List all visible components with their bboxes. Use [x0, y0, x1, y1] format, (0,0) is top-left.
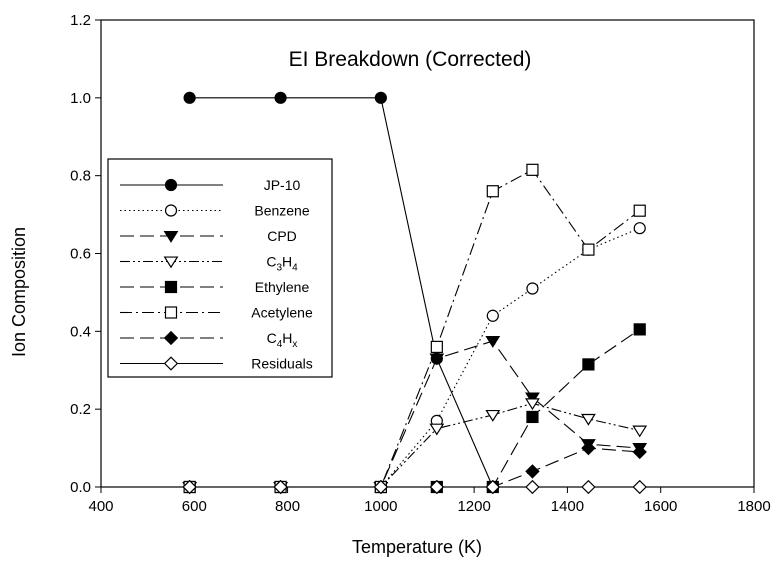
legend-label: Residuals: [251, 356, 312, 372]
data-point-residuals: [273, 479, 288, 495]
y-tick-label: 0.6: [70, 246, 91, 263]
x-tick-label: 1800: [737, 498, 770, 515]
data-point-cpd: [485, 336, 501, 348]
series-line-c3h4: [189, 402, 640, 488]
legend-entry-benzene: Benzene: [120, 203, 310, 219]
x-tick-label: 1600: [644, 498, 677, 515]
data-point-residuals: [182, 479, 197, 495]
x-tick-label: 1000: [364, 498, 397, 515]
legend-label: Benzene: [254, 203, 309, 219]
legend-swatch-marker: [164, 280, 178, 294]
data-point-c4hx: [525, 464, 540, 479]
data-point-ethylene: [526, 410, 539, 424]
series-line-acetylene: [189, 169, 641, 488]
y-tick-label: 0.0: [70, 479, 91, 496]
data-point-ethylene: [633, 323, 646, 336]
data-point-c3h4: [485, 409, 501, 422]
data-point-acetylene: [582, 243, 595, 256]
data-point-benzene: [633, 222, 646, 235]
legend-entry-jp-10: JP-10: [120, 177, 300, 193]
legend-swatch-marker: [164, 204, 178, 217]
y-tick-label: 0.2: [70, 401, 91, 418]
data-point-acetylene: [633, 204, 646, 217]
x-axis: 400 600 800 1000 1200 1400 1600 1800: [88, 487, 771, 515]
legend-label: C3H4: [266, 254, 298, 274]
data-point-ethylene: [582, 358, 595, 371]
legend-box: [107, 158, 333, 378]
y-tick-label: 1.2: [70, 12, 91, 29]
x-tick-label: 600: [182, 498, 207, 515]
legend-entry-residuals: Residuals: [120, 356, 313, 372]
data-point-jp-10: [374, 91, 387, 104]
data-point-c3h4: [429, 423, 445, 436]
series-c3h4: [182, 398, 648, 494]
data-point-c4hx: [581, 440, 596, 456]
x-axis-title: Temperature (K): [352, 537, 482, 557]
data-point-jp-10: [183, 91, 196, 104]
legend-swatch-marker: [163, 356, 179, 371]
data-point-cpd: [429, 353, 445, 366]
data-point-jp-10: [274, 91, 287, 104]
y-tick-label: 0.4: [70, 323, 91, 340]
x-tick-label: 1200: [457, 498, 490, 515]
series-residuals: [182, 479, 647, 495]
chart-title: EI Breakdown (Corrected): [289, 48, 532, 71]
series-c4hx: [182, 440, 647, 495]
y-axis: 0.0 0.2 0.4 0.6 0.8 1.0 1.2: [70, 12, 101, 496]
y-tick-label: 1.0: [70, 90, 91, 107]
data-point-acetylene: [486, 185, 499, 198]
x-tick-label: 800: [275, 498, 300, 515]
legend-swatch-marker: [164, 178, 178, 192]
data-point-c4hx: [632, 444, 647, 460]
legend-label: Acetylene: [251, 305, 313, 321]
legend-swatch-marker: [163, 256, 179, 269]
data-point-acetylene: [526, 163, 539, 176]
legend-swatch-marker: [163, 230, 179, 243]
legend-entry-c4hx: C4Hx: [120, 330, 297, 350]
legend-entry-acetylene: Acetylene: [120, 305, 313, 321]
legend-entry-c3h4: C3H4: [120, 254, 298, 274]
legend-entry-cpd: CPD: [120, 228, 297, 244]
legend: JP-10 Benzene CPD C3H4 Ethylene Acetylene C4Hx…: [107, 158, 333, 378]
data-point-benzene: [526, 282, 539, 295]
y-tick-label: 0.8: [70, 168, 91, 185]
data-point-residuals: [632, 479, 647, 495]
legend-label: C4Hx: [267, 330, 298, 350]
legend-label: Ethylene: [255, 279, 310, 295]
data-point-c3h4: [581, 413, 596, 426]
data-point-residuals: [373, 479, 389, 495]
series-layer: [182, 91, 648, 495]
data-point-residuals: [429, 479, 445, 495]
x-tick-label: 1400: [551, 498, 584, 515]
data-point-residuals: [525, 479, 540, 495]
data-point-residuals: [485, 479, 500, 495]
legend-label: JP-10: [264, 177, 301, 193]
data-point-c3h4: [632, 425, 648, 438]
x-tick-label: 400: [88, 498, 113, 515]
series-line-c4hx: [189, 447, 640, 488]
data-point-benzene: [486, 309, 499, 322]
data-point-residuals: [581, 479, 596, 495]
data-point-acetylene: [430, 340, 443, 353]
data-point-c3h4: [525, 398, 540, 411]
legend-entry-ethylene: Ethylene: [120, 279, 309, 295]
legend-swatch-marker: [163, 330, 179, 346]
data-point-cpd: [525, 392, 540, 405]
legend-label: CPD: [267, 228, 297, 244]
legend-swatch-marker: [164, 306, 178, 319]
y-axis-title: Ion Composition: [9, 227, 29, 357]
